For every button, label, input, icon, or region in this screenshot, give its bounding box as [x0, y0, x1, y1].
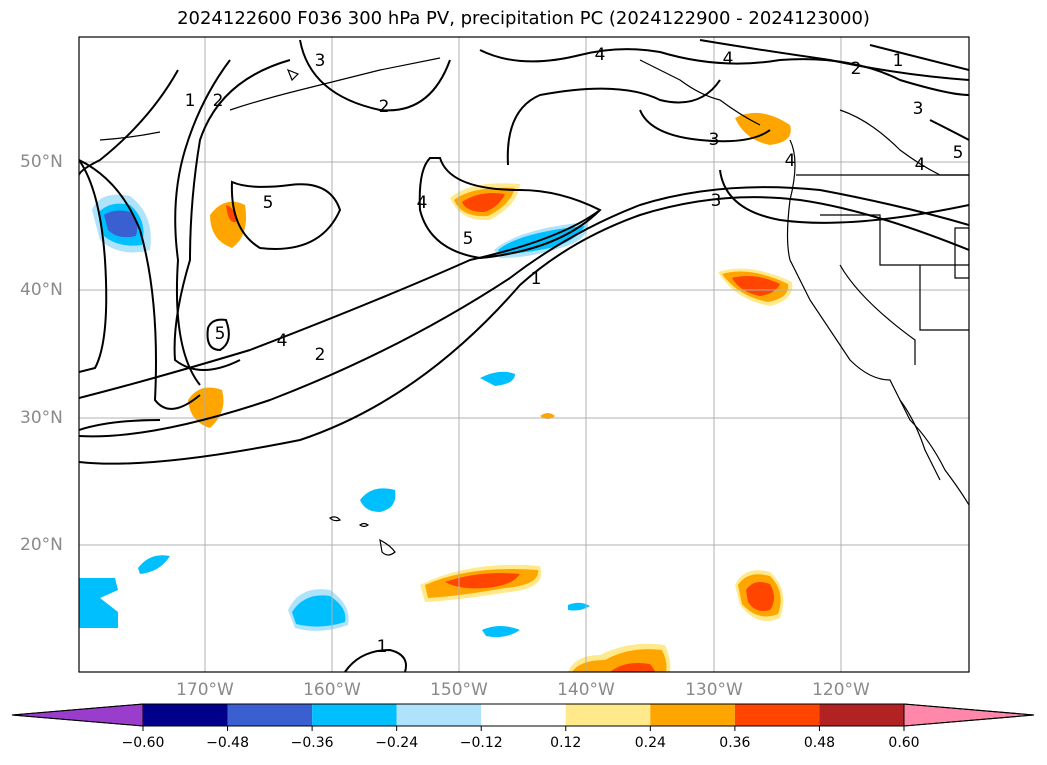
- lon-label-130w: 130°W: [685, 680, 743, 700]
- contour-label: 2: [315, 345, 326, 365]
- precip-shading: [79, 112, 793, 672]
- contour-label: 4: [595, 45, 606, 65]
- colorbar-segment: [565, 704, 651, 726]
- colorbar-tick-label: 0.60: [888, 735, 920, 751]
- contour-label: 4: [723, 49, 734, 69]
- precip-pos-blob: [445, 573, 520, 589]
- precip-neg-blob: [360, 488, 396, 512]
- pv-contours: [79, 39, 969, 672]
- lon-label-150w: 150°W: [430, 680, 488, 700]
- contour-label: 5: [953, 143, 964, 163]
- precip-pos-blob: [210, 201, 247, 248]
- colorbar-tick-label: 0.48: [803, 735, 836, 751]
- precip-neg-blob: [138, 555, 170, 574]
- precip-pos-blob: [462, 193, 505, 212]
- contour-label: 1: [893, 51, 904, 71]
- lon-label-160w: 160°W: [303, 680, 361, 700]
- colorbar-extend-high: [903, 703, 1035, 727]
- colorbar-tick-label: −0.12: [459, 735, 503, 751]
- precip-pos-blob: [746, 582, 774, 611]
- contour-label: 3: [315, 51, 326, 71]
- colorbar-segment: [819, 704, 904, 726]
- precip-neg-blob: [568, 602, 590, 611]
- colorbar-tick-label: 0.12: [550, 735, 582, 751]
- colorbar-segment: [227, 704, 313, 726]
- contour-label: 3: [913, 99, 924, 119]
- contour-label: 5: [463, 229, 474, 249]
- precip-pos-blob: [735, 112, 791, 145]
- precip-neg-blob: [480, 371, 515, 386]
- colorbar: [11, 703, 1035, 731]
- colorbar-segment: [481, 704, 566, 726]
- precip-neg-blob: [79, 578, 118, 628]
- contour-label: 4: [417, 193, 428, 213]
- colorbar-tick-label: −0.48: [206, 735, 249, 751]
- colorbar-tick-label: −0.36: [290, 735, 334, 751]
- colorbar-tick-label: 0.24: [634, 735, 666, 751]
- lat-label-20n: 20°N: [20, 535, 63, 555]
- map-title: 2024122600 F036 300 hPa PV, precipitatio…: [177, 8, 870, 29]
- contour-labels: 1 2 3 2 4 4 2 1 3 3 4 4 5 5 4 5 3 1 5 4 …: [185, 45, 964, 657]
- precip-pos-blob: [610, 663, 655, 672]
- contour-label: 4: [915, 155, 926, 175]
- coastlines: [99, 57, 969, 556]
- contour-label: 1: [377, 637, 388, 657]
- contour-label: 4: [785, 151, 796, 171]
- contour-label: 2: [379, 97, 390, 117]
- precip-neg-blob: [482, 626, 520, 638]
- contour-label: 5: [215, 324, 226, 344]
- colorbar-segment: [396, 704, 482, 726]
- colorbar-segment: [650, 704, 735, 726]
- contour-label: 4: [277, 331, 288, 351]
- colorbar-segment: [312, 704, 397, 726]
- colorbar-segment: [734, 704, 820, 726]
- contour-label: 1: [185, 91, 196, 111]
- lat-label-40n: 40°N: [20, 280, 63, 300]
- lon-label-140w: 140°W: [557, 680, 615, 700]
- colorbar-segment: [143, 704, 228, 726]
- contour-label: 2: [851, 59, 862, 79]
- lon-label-120w: 120°W: [812, 680, 870, 700]
- precip-pos-blob: [226, 205, 236, 223]
- lat-lon-grid: [79, 37, 969, 672]
- lon-label-170w: 170°W: [176, 680, 234, 700]
- contour-label: 3: [709, 130, 720, 150]
- contour-label: 1: [531, 269, 542, 289]
- precip-neg-blob: [104, 210, 138, 238]
- colorbar-tick-label: 0.36: [719, 735, 751, 751]
- colorbar-extend-low: [11, 703, 144, 727]
- contour-label: 2: [213, 91, 224, 111]
- colorbar-tick-label: −0.60: [121, 735, 165, 751]
- precip-pos-blob: [732, 276, 780, 296]
- colorbar-tick-label: −0.24: [375, 735, 419, 751]
- map-frame: [78, 36, 970, 673]
- lat-label-50n: 50°N: [20, 152, 63, 172]
- lat-label-30n: 30°N: [20, 408, 63, 428]
- contour-label: 3: [711, 191, 722, 211]
- contour-label: 5: [263, 193, 274, 213]
